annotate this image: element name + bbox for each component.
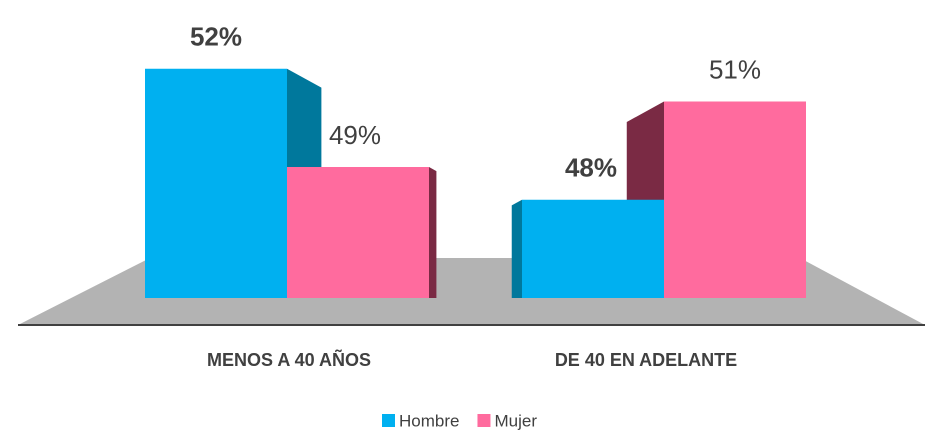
bar [145,68,287,298]
value-label: 49% [329,120,381,150]
bar-side [429,167,437,298]
bar-side [511,199,522,298]
x-tick-label: DE 40 EN ADELANTE [555,350,737,370]
value-label: 48% [565,153,617,183]
x-tick-label: MENOS A 40 AÑOS [207,349,371,370]
legend-swatch [477,414,491,427]
legend-swatch [382,414,395,427]
bar [287,167,429,298]
legend-label: Hombre [399,411,459,430]
bar [522,199,664,298]
value-label: 51% [709,54,761,84]
value-label: 52% [190,22,242,52]
bar [664,101,806,298]
legend-label: Mujer [494,411,537,430]
